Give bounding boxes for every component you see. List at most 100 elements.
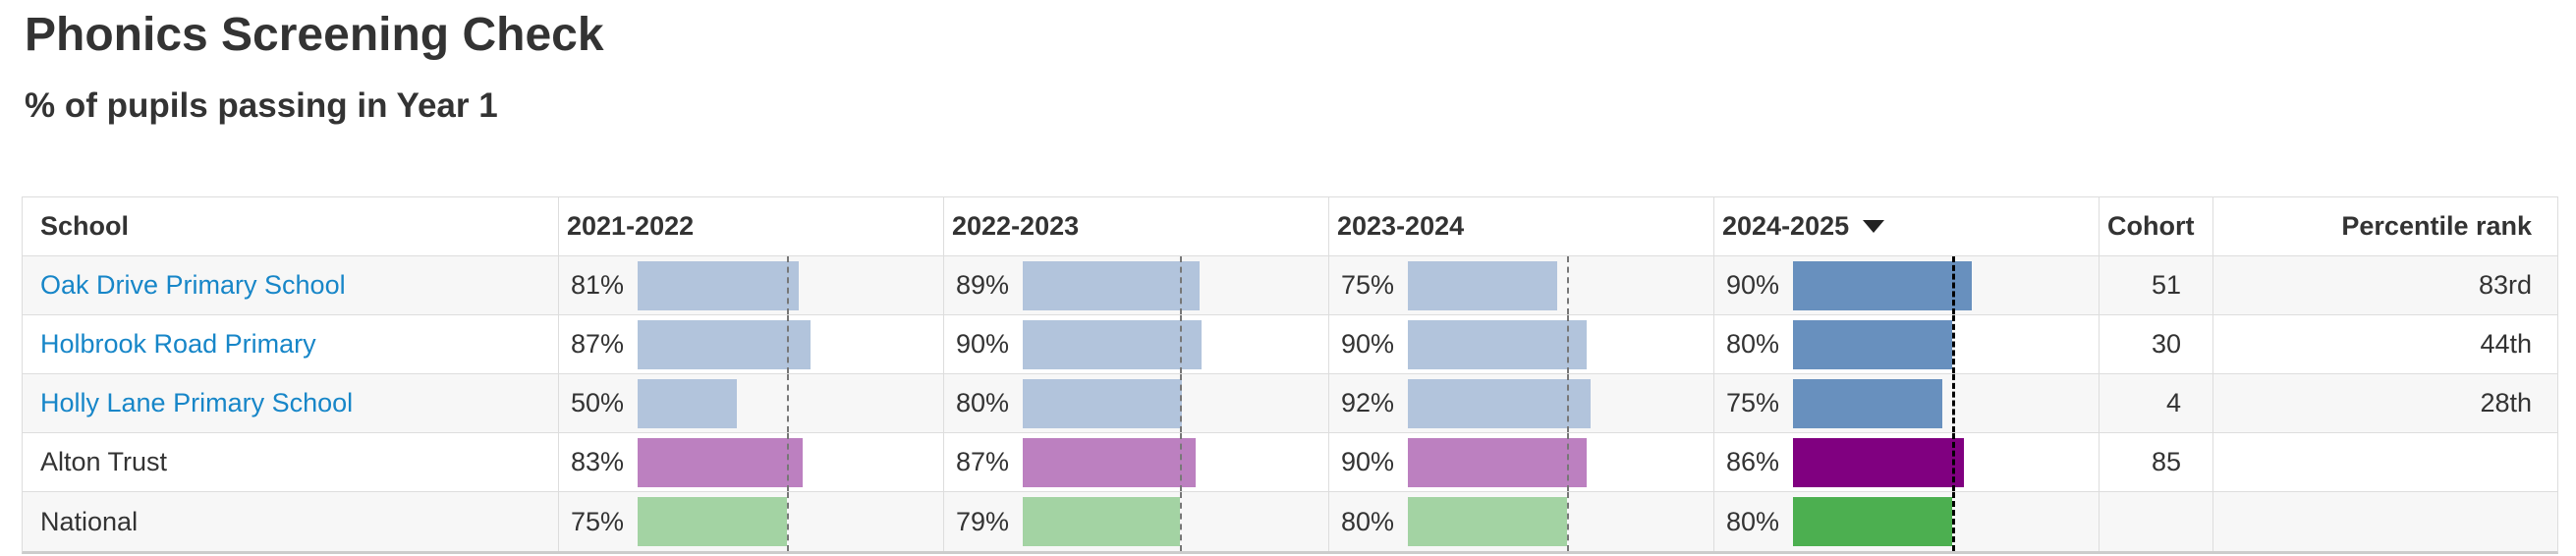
column-header-school[interactable]: School [23, 197, 559, 255]
school-cell: National [23, 492, 559, 551]
pct-bar [1023, 261, 1200, 310]
year-value-cell: 75% [1329, 256, 1714, 314]
pct-value: 90% [1725, 270, 1779, 300]
year-value-cell: 80% [1329, 492, 1714, 551]
national-benchmark-line [1951, 315, 1955, 373]
table-row: National 75% 79% 80% 80% [23, 492, 2557, 551]
column-header-label: 2024-2025 [1722, 211, 1850, 241]
pct-bar [638, 497, 787, 546]
national-benchmark-line [1566, 433, 1569, 491]
national-benchmark-line [1179, 256, 1182, 314]
column-header-2024-2025[interactable]: 2024-2025 [1714, 197, 2100, 255]
cohort-cell [2100, 492, 2213, 551]
pct-value: 75% [1725, 388, 1779, 417]
table-header-row: School 2021-2022 2022-2023 2023-2024 202… [23, 197, 2557, 256]
percentile-rank-cell: 28th [2480, 388, 2532, 417]
pct-value: 92% [1340, 388, 1394, 417]
pct-value: 89% [955, 270, 1009, 300]
year-value-cell: 87% [944, 433, 1329, 491]
column-header-cohort[interactable]: Cohort [2100, 197, 2213, 255]
sort-descending-icon [1863, 220, 1885, 233]
pct-bar [638, 379, 737, 428]
year-value-cell: 90% [1329, 433, 1714, 491]
pct-bar [1023, 379, 1182, 428]
national-benchmark-line [1951, 433, 1955, 491]
pct-value: 86% [1725, 447, 1779, 476]
year-value-cell: 83% [559, 433, 944, 491]
pct-value: 87% [570, 329, 624, 359]
pct-value: 90% [1340, 447, 1394, 476]
phonics-results-table: School 2021-2022 2022-2023 2023-2024 202… [22, 196, 2558, 554]
school-cell: Holbrook Road Primary [23, 315, 559, 373]
column-header-label: Percentile rank [2341, 211, 2532, 241]
year-value-cell: 80% [944, 374, 1329, 432]
page-title: Phonics Screening Check [25, 9, 604, 61]
national-benchmark-line [786, 256, 789, 314]
pct-value: 80% [1725, 506, 1779, 536]
national-benchmark-line [786, 492, 789, 551]
national-benchmark-line [786, 315, 789, 373]
year-value-cell: 50% [559, 374, 944, 432]
pct-value: 80% [1725, 329, 1779, 359]
table-row: Holly Lane Primary School 50% 80% 92% 75% 4 28… [23, 374, 2557, 433]
column-header-label: School [40, 211, 130, 241]
pct-bar [1793, 320, 1952, 369]
column-header-label: 2022-2023 [952, 211, 1080, 241]
national-benchmark-line [1566, 492, 1569, 551]
pct-value: 50% [570, 388, 624, 417]
percentile-rank-cell [2213, 492, 2557, 551]
column-header-label: 2023-2024 [1337, 211, 1465, 241]
year-value-cell: 79% [944, 492, 1329, 551]
percentile-rank-cell: 44th [2480, 329, 2532, 359]
pct-value: 83% [570, 447, 624, 476]
row-label: National [40, 506, 139, 536]
year-value-cell: 89% [944, 256, 1329, 314]
percentile-rank-cell: 83rd [2478, 270, 2532, 300]
pct-bar [1023, 320, 1202, 369]
pct-bar [1023, 497, 1180, 546]
pct-bar [1793, 261, 1972, 310]
table-row: Holbrook Road Primary 87% 90% 90% 80% 30 44th [23, 315, 2557, 374]
national-benchmark-line [1566, 374, 1569, 432]
pct-bar [1793, 497, 1952, 546]
pct-bar [1408, 261, 1557, 310]
cohort-cell: 51 [2100, 256, 2213, 314]
pct-value: 75% [570, 506, 624, 536]
year-value-cell: 90% [944, 315, 1329, 373]
year-value-cell: 80% [1714, 492, 2100, 551]
column-header-2021-2022[interactable]: 2021-2022 [559, 197, 944, 255]
school-cell: Alton Trust [23, 433, 559, 491]
pct-value: 80% [955, 388, 1009, 417]
pct-value: 81% [570, 270, 624, 300]
national-benchmark-line [1179, 374, 1182, 432]
year-value-cell: 86% [1714, 433, 2100, 491]
pct-bar [1023, 438, 1196, 487]
year-value-cell: 90% [1714, 256, 2100, 314]
percentile-rank-cell [2213, 433, 2557, 491]
school-link[interactable]: Oak Drive Primary School [40, 270, 346, 300]
school-link[interactable]: Holbrook Road Primary [40, 329, 316, 359]
year-value-cell: 92% [1329, 374, 1714, 432]
column-header-percentile-rank[interactable]: Percentile rank [2213, 197, 2557, 255]
pct-bar [638, 261, 799, 310]
page-subtitle: % of pupils passing in Year 1 [25, 86, 498, 126]
pct-value: 87% [955, 447, 1009, 476]
column-header-2022-2023[interactable]: 2022-2023 [944, 197, 1329, 255]
column-header-label: 2021-2022 [567, 211, 695, 241]
national-benchmark-line [786, 433, 789, 491]
school-cell: Holly Lane Primary School [23, 374, 559, 432]
column-header-2023-2024[interactable]: 2023-2024 [1329, 197, 1714, 255]
pct-bar [1793, 438, 1964, 487]
pct-value: 79% [955, 506, 1009, 536]
school-link[interactable]: Holly Lane Primary School [40, 388, 354, 417]
pct-bar [1408, 320, 1587, 369]
cohort-cell: 85 [2100, 433, 2213, 491]
year-value-cell: 90% [1329, 315, 1714, 373]
pct-bar [638, 320, 811, 369]
pct-value: 75% [1340, 270, 1394, 300]
table-row: Alton Trust 83% 87% 90% 86% 85 [23, 433, 2557, 492]
year-value-cell: 80% [1714, 315, 2100, 373]
national-benchmark-line [1951, 256, 1955, 314]
pct-bar [1793, 379, 1942, 428]
national-benchmark-line [1179, 315, 1182, 373]
